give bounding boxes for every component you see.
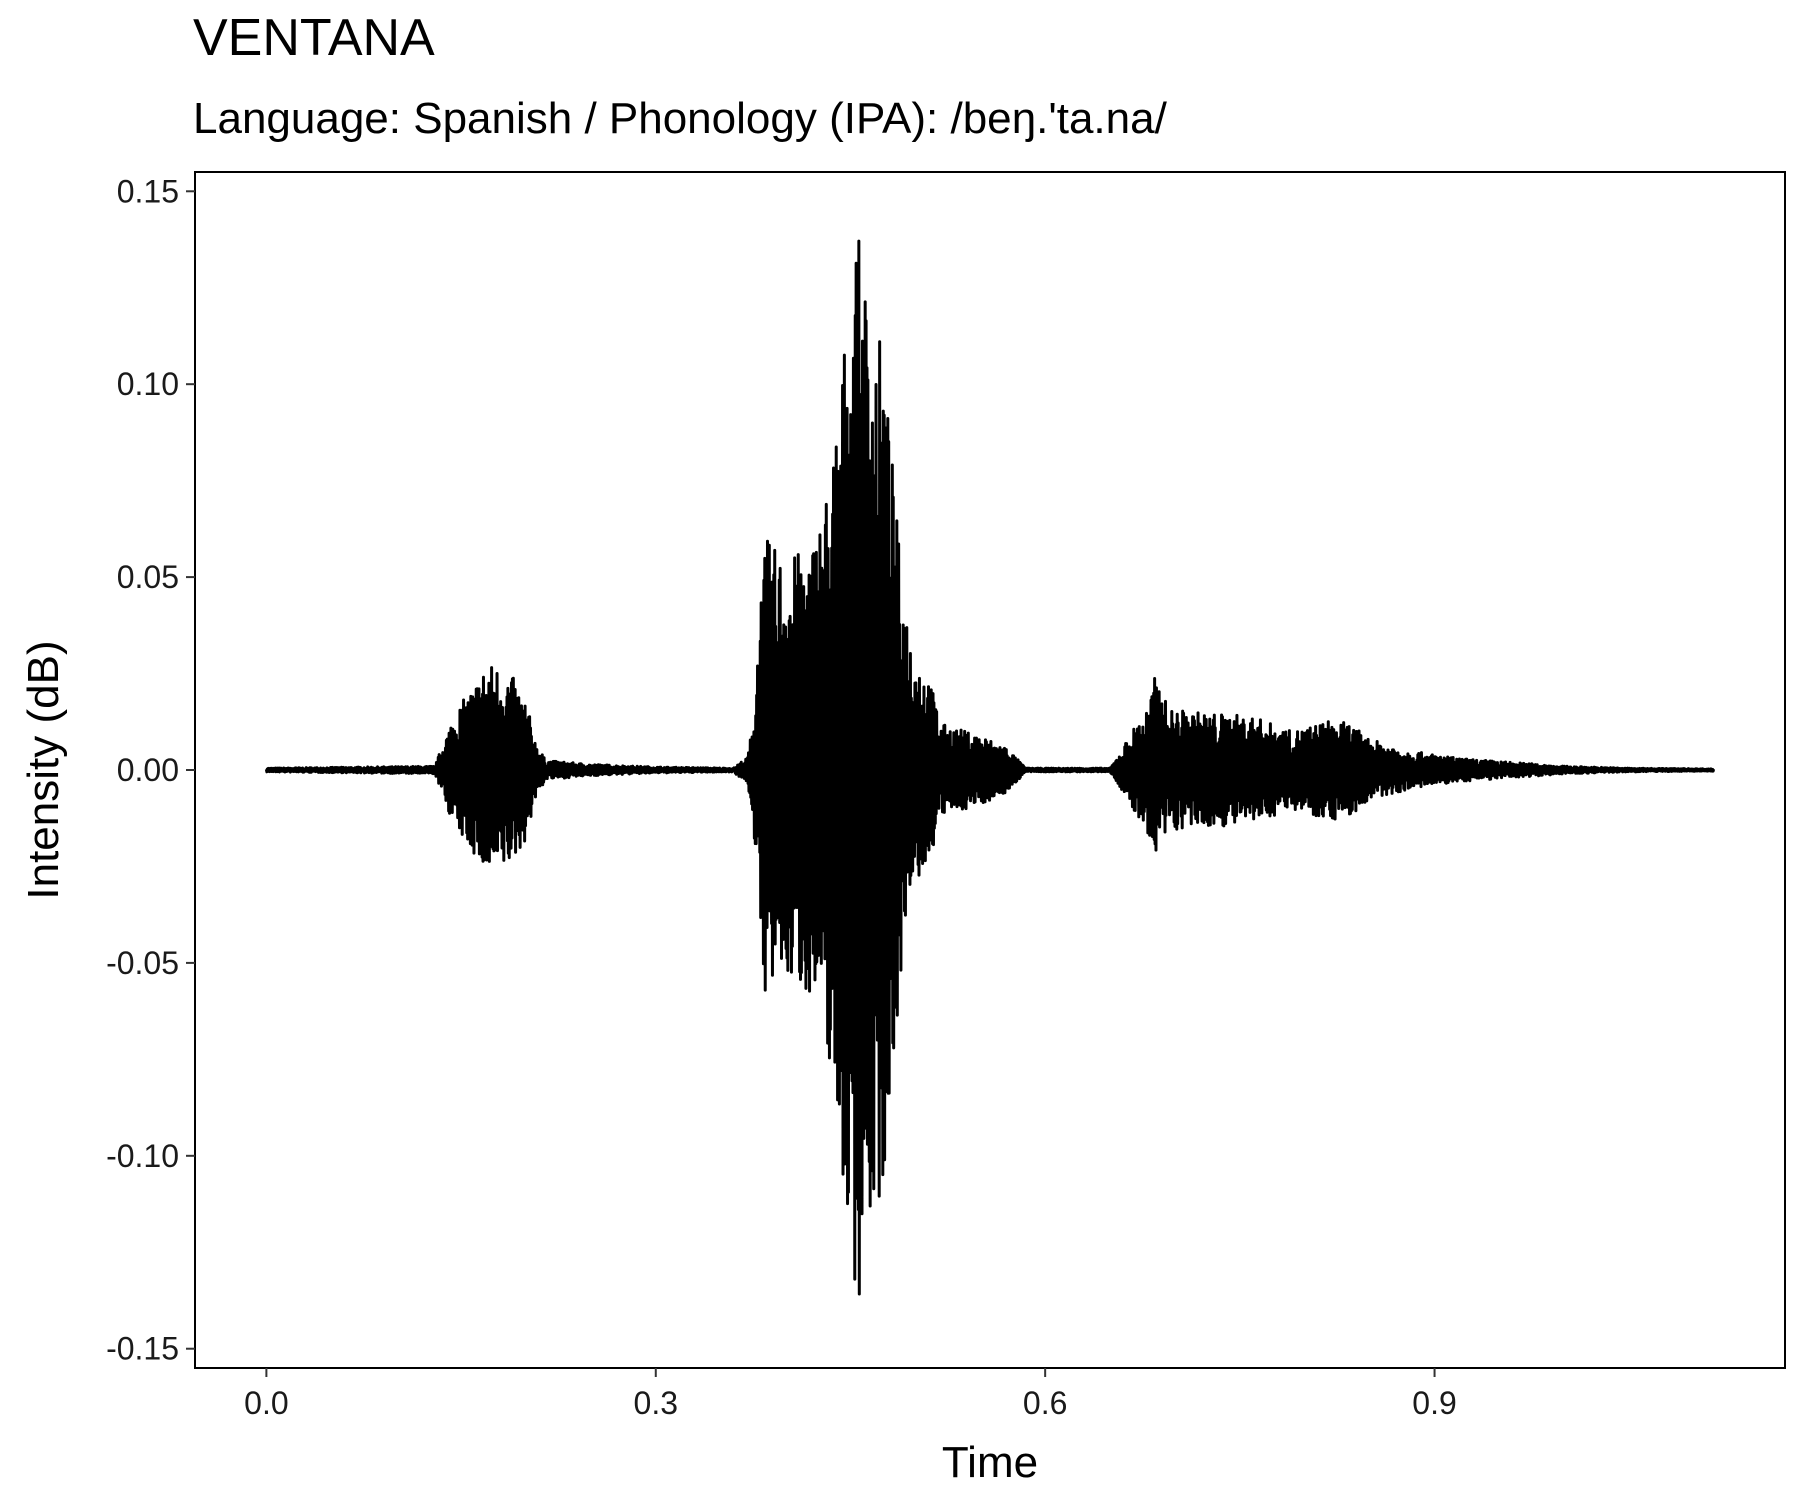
y-tick-label: -0.15 [106, 1331, 179, 1367]
y-tick-label: 0.15 [117, 173, 179, 209]
y-tick-label: 0.00 [117, 752, 179, 788]
chart-title: VENTANA [193, 9, 435, 67]
y-axis-title: Intensity (dB) [19, 640, 68, 899]
y-tick-label: 0.05 [117, 559, 179, 595]
x-tick-label: 0.0 [244, 1385, 288, 1421]
chart-subtitle: Language: Spanish / Phonology (IPA): /be… [193, 94, 1167, 143]
x-tick-label: 0.3 [634, 1385, 678, 1421]
y-tick-label: -0.10 [106, 1138, 179, 1174]
x-tick-label: 0.9 [1412, 1385, 1456, 1421]
x-axis-title: Time [942, 1438, 1038, 1487]
y-tick-label: -0.05 [106, 945, 179, 981]
x-tick-label: 0.6 [1023, 1385, 1067, 1421]
waveform-line [264, 239, 1716, 1296]
y-tick-label: 0.10 [117, 366, 179, 402]
